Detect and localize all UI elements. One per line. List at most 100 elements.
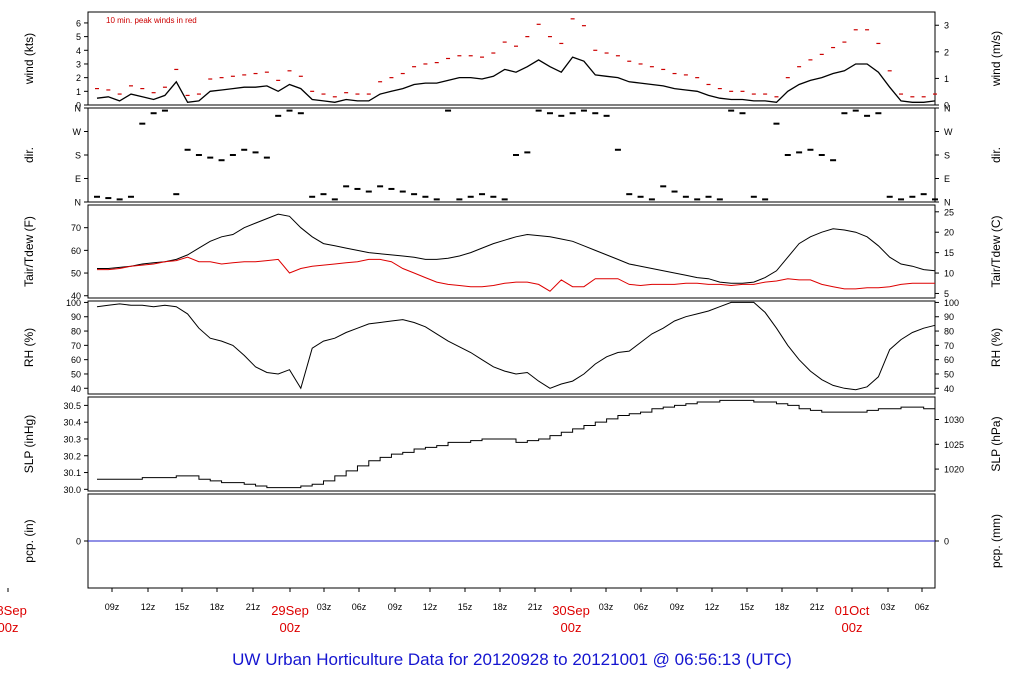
- y-axis-label: RH (%): [22, 328, 36, 367]
- direction-point: [592, 112, 599, 115]
- day-label: 28Sep: [0, 603, 27, 618]
- direction-point: [297, 112, 304, 115]
- direction-point: [898, 198, 905, 201]
- y2-axis-label: RH (%): [989, 328, 1003, 367]
- y2-tick-label: 90: [944, 312, 954, 322]
- direction-point: [875, 112, 882, 115]
- x-tick-label: 06z: [352, 602, 367, 612]
- y-tick-label: 30.1: [63, 468, 81, 478]
- y2-axis-label: Tair/Tdew (C): [989, 215, 1003, 287]
- y-tick-label: 30.4: [63, 418, 81, 428]
- direction-point: [614, 148, 621, 151]
- x-tick-label: 21z: [528, 602, 543, 612]
- x-tick-label: 15z: [175, 602, 190, 612]
- direction-point: [467, 195, 474, 198]
- y2-tick-label: N: [944, 104, 951, 114]
- direction-point: [218, 159, 225, 162]
- direction-point: [807, 148, 814, 151]
- direction-point: [195, 154, 202, 156]
- y2-axis-label: pcp. (mm): [989, 514, 1003, 568]
- y2-tick-label: 15: [944, 248, 954, 258]
- direction-point: [399, 190, 406, 193]
- y-tick-label: 30.2: [63, 451, 81, 461]
- direction-point: [127, 195, 134, 198]
- x-tick-label: 03z: [881, 602, 896, 612]
- x-tick-label: 03z: [317, 602, 332, 612]
- y2-axis-label: SLP (hPa): [989, 416, 1003, 471]
- day-time-label: 00z: [0, 620, 18, 635]
- x-tick-label: 18z: [775, 602, 790, 612]
- direction-point: [864, 114, 871, 117]
- y-tick-label: 40: [71, 384, 81, 394]
- y2-tick-label: W: [944, 127, 953, 137]
- direction-point: [309, 195, 316, 198]
- direction-point: [252, 151, 259, 154]
- direction-point: [173, 193, 180, 196]
- y-tick-label: 50: [71, 269, 81, 279]
- x-tick-label: 09z: [388, 602, 403, 612]
- direction-point: [161, 109, 168, 112]
- direction-point: [796, 151, 803, 154]
- x-tick-label: 18z: [210, 602, 225, 612]
- tair-line: [97, 213, 936, 284]
- y2-tick-label: E: [944, 174, 950, 184]
- direction-point: [365, 190, 372, 193]
- direction-point: [648, 198, 655, 201]
- y-tick-label: 70: [71, 341, 81, 351]
- y-tick-label: E: [75, 174, 81, 184]
- y2-tick-label: 20: [944, 228, 954, 238]
- day-time-label: 00z: [561, 620, 582, 635]
- y-axis-label: pcp. (in): [22, 519, 36, 562]
- y-tick-label: N: [75, 104, 82, 114]
- y2-tick-label: 25: [944, 207, 954, 217]
- direction-point: [343, 185, 350, 188]
- direction-point: [286, 109, 293, 112]
- y2-tick-label: 10: [944, 269, 954, 279]
- direction-point: [637, 195, 644, 198]
- y2-tick-label: 2: [944, 47, 949, 57]
- direction-point: [535, 109, 542, 112]
- direction-point: [830, 159, 837, 162]
- direction-point: [762, 198, 769, 201]
- direction-point: [694, 198, 701, 201]
- x-tick-label: 12z: [423, 602, 438, 612]
- y2-tick-label: S: [944, 151, 950, 161]
- panel-frame-2: [87, 204, 936, 299]
- y-tick-label: 4: [76, 46, 81, 56]
- direction-point: [207, 156, 214, 159]
- direction-point: [139, 122, 146, 125]
- direction-point: [411, 193, 418, 196]
- y-tick-label: 60: [71, 246, 81, 256]
- direction-point: [920, 193, 927, 196]
- day-label: 30Sep: [552, 603, 590, 618]
- direction-point: [728, 109, 735, 112]
- day-time-label: 00z: [280, 620, 301, 635]
- y2-tick-label: 1020: [944, 465, 964, 475]
- direction-point: [490, 195, 497, 198]
- y-tick-label: 2: [76, 73, 81, 83]
- x-tick-label: 15z: [740, 602, 755, 612]
- y-tick-label: W: [73, 127, 82, 137]
- x-tick-label: 09z: [105, 602, 120, 612]
- y2-tick-label: N: [944, 198, 951, 208]
- y-tick-label: S: [75, 151, 81, 161]
- y2-tick-label: 80: [944, 327, 954, 337]
- direction-point: [569, 112, 576, 115]
- direction-point: [241, 148, 248, 151]
- y-tick-label: 1: [76, 87, 81, 97]
- y-tick-label: 90: [71, 312, 81, 322]
- y2-tick-label: 1030: [944, 415, 964, 425]
- y2-tick-label: 100: [944, 298, 959, 308]
- y2-tick-label: 70: [944, 341, 954, 351]
- direction-point: [773, 122, 780, 125]
- direction-point: [275, 114, 282, 117]
- day-label: 01Oct: [835, 603, 870, 618]
- panel-frame-0: [87, 11, 936, 106]
- y2-tick-label: 50: [944, 369, 954, 379]
- y-tick-label: 50: [71, 369, 81, 379]
- direction-point: [682, 195, 689, 198]
- direction-point: [841, 112, 848, 115]
- direction-point: [229, 154, 236, 156]
- y-tick-label: 70: [71, 223, 81, 233]
- peak-wind-note: 10 min. peak winds in red: [106, 16, 197, 25]
